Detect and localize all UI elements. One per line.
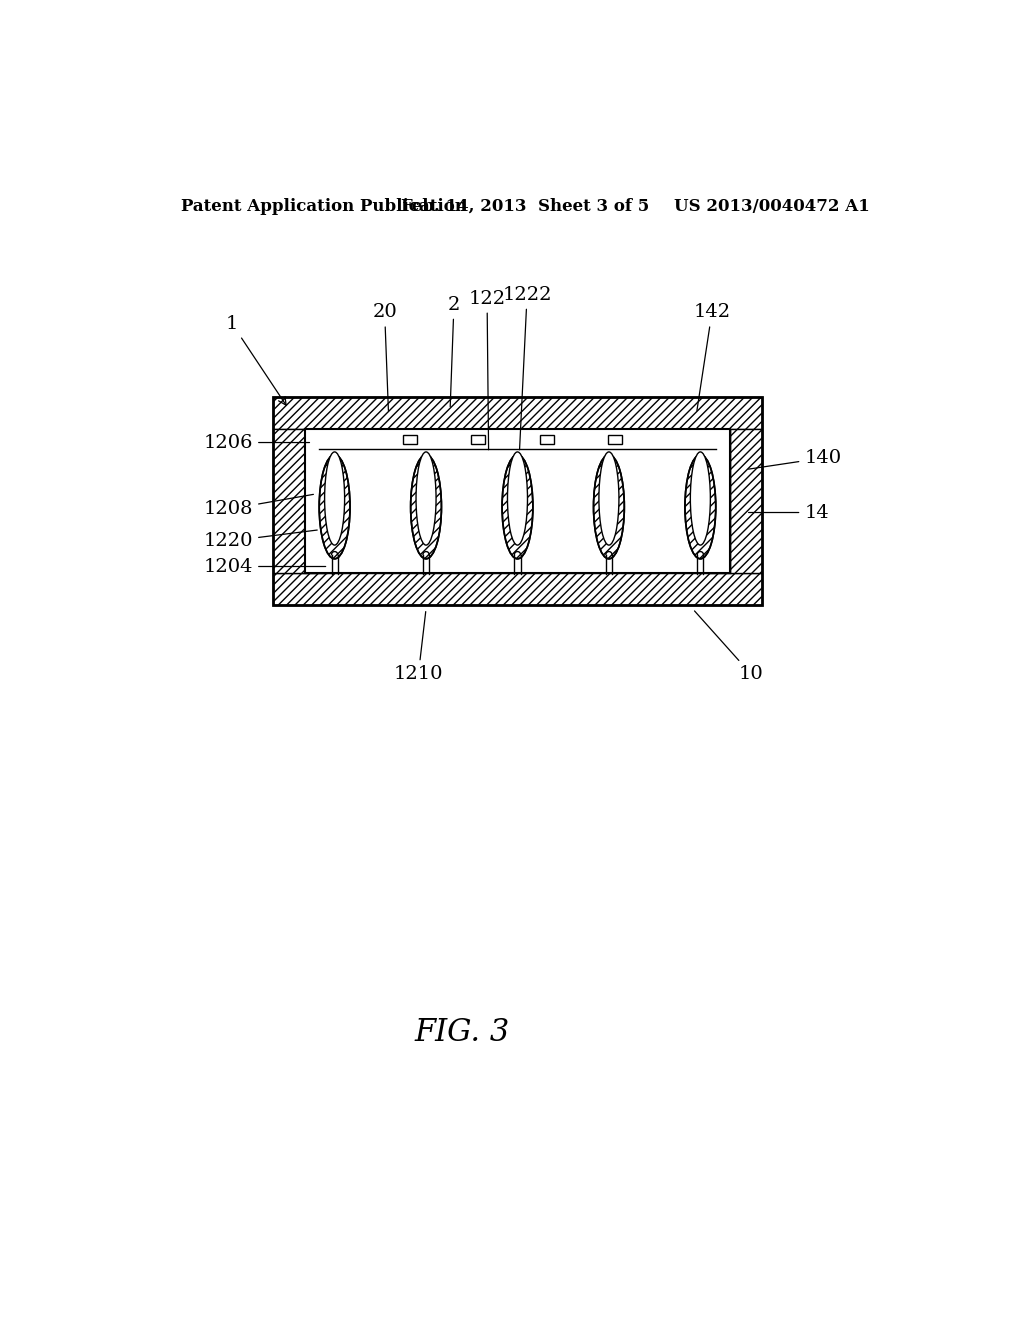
Bar xyxy=(273,429,305,573)
Ellipse shape xyxy=(411,455,441,558)
Ellipse shape xyxy=(690,451,711,545)
Text: 122: 122 xyxy=(469,289,506,450)
Text: 1220: 1220 xyxy=(204,531,317,550)
Text: 142: 142 xyxy=(693,304,730,411)
Bar xyxy=(305,429,730,573)
Bar xyxy=(273,397,762,429)
Text: Feb. 14, 2013  Sheet 3 of 5: Feb. 14, 2013 Sheet 3 of 5 xyxy=(400,198,649,215)
Bar xyxy=(716,429,730,457)
Text: 140: 140 xyxy=(749,449,842,469)
Text: 1206: 1206 xyxy=(204,433,309,451)
Bar xyxy=(403,434,417,444)
Bar xyxy=(708,457,730,573)
Bar xyxy=(471,434,485,444)
Bar xyxy=(608,434,623,444)
Ellipse shape xyxy=(599,451,618,545)
Bar xyxy=(273,397,762,605)
Text: 1210: 1210 xyxy=(393,611,443,684)
Text: FIG. 3: FIG. 3 xyxy=(414,1016,509,1048)
Text: 1208: 1208 xyxy=(204,495,313,519)
Text: 10: 10 xyxy=(694,611,764,684)
Bar xyxy=(273,573,762,605)
Text: US 2013/0040472 A1: US 2013/0040472 A1 xyxy=(674,198,869,215)
Bar xyxy=(540,434,554,444)
Ellipse shape xyxy=(502,455,532,558)
Ellipse shape xyxy=(319,455,350,558)
Text: 14: 14 xyxy=(749,503,829,521)
Bar xyxy=(730,429,762,573)
Text: 1204: 1204 xyxy=(204,557,326,576)
Text: 1: 1 xyxy=(226,315,286,405)
Text: 1222: 1222 xyxy=(503,285,552,450)
Text: 20: 20 xyxy=(373,304,397,411)
Text: 2: 2 xyxy=(447,296,460,407)
Ellipse shape xyxy=(594,455,625,558)
Bar xyxy=(319,429,716,449)
Ellipse shape xyxy=(325,451,345,545)
Bar xyxy=(305,429,319,457)
Ellipse shape xyxy=(416,451,436,545)
Ellipse shape xyxy=(508,451,527,545)
Text: Patent Application Publication: Patent Application Publication xyxy=(180,198,467,215)
Bar xyxy=(305,457,327,573)
Ellipse shape xyxy=(685,455,716,558)
Bar xyxy=(305,429,730,573)
